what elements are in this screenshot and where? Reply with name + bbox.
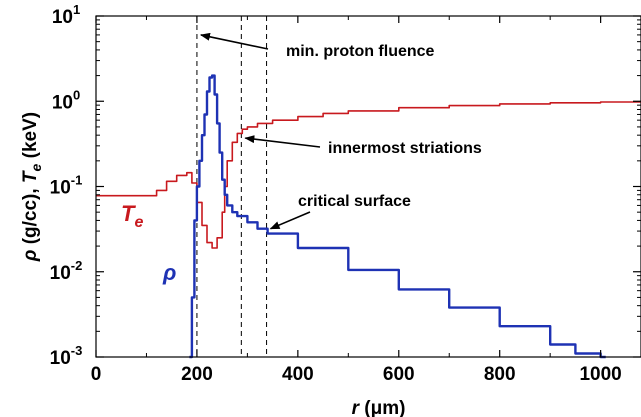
y-tick-label: 100 xyxy=(52,87,80,113)
series-label: Te xyxy=(121,201,143,231)
plot-frame xyxy=(95,15,641,358)
y-tick-label: 10-2 xyxy=(50,258,83,284)
x-tick-label: 400 xyxy=(282,364,314,385)
y-tick-label: 101 xyxy=(52,2,80,28)
x-axis-title: r (μm) xyxy=(352,398,406,417)
series-group xyxy=(96,74,641,359)
annotation-label: innermost striations xyxy=(328,140,482,157)
annotations: min. proton fluence innermost striations c… xyxy=(199,32,482,230)
annotation-label: min. proton fluence xyxy=(286,43,435,60)
series-line xyxy=(96,101,641,249)
y-tick-label: 10-3 xyxy=(50,343,83,369)
series-line xyxy=(189,74,606,359)
series-labels: Te ρ xyxy=(121,201,176,285)
vertical-dashed-lines xyxy=(196,16,268,357)
x-tick-label: 800 xyxy=(484,364,516,385)
x-tick-label: 0 xyxy=(91,364,102,385)
x-tick-label: 600 xyxy=(383,364,415,385)
x-tick-label: 200 xyxy=(181,364,213,385)
series-label: ρ xyxy=(162,260,176,285)
y-axis-title: ρ (g/cc), Te (keV) xyxy=(20,112,44,262)
annotation-label: critical surface xyxy=(298,193,411,210)
annotation-arrow xyxy=(269,211,311,230)
y-axis: 101 100 10-1 10-2 10-3 xyxy=(50,2,641,369)
annotation-arrow xyxy=(199,32,269,50)
y-tick-label: 10-1 xyxy=(50,173,83,199)
x-tick-label: 1000 xyxy=(579,364,621,385)
x-axis: 0 200 400 600 800 1000 xyxy=(91,16,622,385)
annotation-arrow xyxy=(244,135,321,148)
